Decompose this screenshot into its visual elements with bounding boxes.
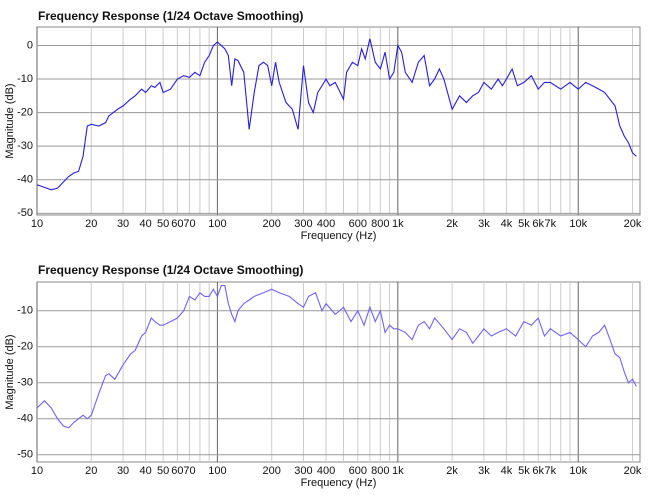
x-tick-label: 300 [294, 218, 312, 230]
response-line [36, 285, 637, 429]
x-tick-label: 800 [371, 218, 389, 230]
y-tick-label: -40 [17, 174, 33, 186]
y-tick-label: -50 [17, 449, 33, 461]
x-tick-label: 3k [478, 465, 490, 477]
x-tick-label: 1k [392, 218, 404, 230]
y-tick-label: -30 [17, 140, 33, 152]
x-tick-label: 70 [183, 218, 195, 230]
chart: Frequency Response (1/24 Octave Smoothin… [4, 9, 642, 242]
y-tick-label: 0 [27, 39, 33, 51]
y-tick-label: -10 [17, 305, 33, 317]
x-tick-label: 30 [117, 465, 129, 477]
chart: Frequency Response (1/24 Octave Smoothin… [4, 263, 642, 489]
x-tick-label: 4k [501, 218, 513, 230]
x-tick-label: 10k [569, 218, 587, 230]
x-tick-label: 6k [532, 218, 544, 230]
x-tick-label: 200 [263, 465, 281, 477]
plot-area [36, 26, 641, 216]
chart-title: Frequency Response (1/24 Octave Smoothin… [38, 263, 303, 277]
x-tick-label: 5k [518, 218, 530, 230]
x-tick-label: 10k [569, 465, 587, 477]
x-tick-label: 40 [139, 465, 151, 477]
x-tick-label: 100 [208, 465, 226, 477]
x-tick-label: 20k [624, 218, 642, 230]
x-tick-label: 10 [31, 465, 43, 477]
x-tick-label: 10 [31, 218, 43, 230]
x-tick-label: 600 [349, 465, 367, 477]
x-tick-label: 7k [544, 465, 556, 477]
x-tick-label: 300 [294, 465, 312, 477]
y-tick-label: -50 [17, 207, 33, 219]
x-tick-label: 200 [263, 218, 281, 230]
y-tick-label: -10 [17, 73, 33, 85]
x-tick-label: 3k [478, 218, 490, 230]
x-tick-label: 2k [446, 465, 458, 477]
chart-title: Frequency Response (1/24 Octave Smoothin… [38, 9, 303, 23]
x-tick-label: 100 [208, 218, 226, 230]
y-axis-label: Magnitude (dB) [4, 334, 16, 409]
x-tick-label: 400 [317, 465, 335, 477]
y-tick-label: -30 [17, 377, 33, 389]
x-tick-label: 7k [544, 218, 556, 230]
x-tick-label: 70 [183, 465, 195, 477]
x-tick-label: 60 [171, 465, 183, 477]
x-tick-label: 20k [624, 465, 642, 477]
x-tick-label: 40 [139, 218, 151, 230]
x-tick-label: 800 [371, 465, 389, 477]
x-tick-label: 50 [157, 465, 169, 477]
x-tick-label: 50 [157, 218, 169, 230]
x-tick-label: 600 [349, 218, 367, 230]
plot-area [36, 281, 641, 463]
x-tick-label: 30 [117, 218, 129, 230]
y-tick-label: -40 [17, 413, 33, 425]
y-tick-label: -20 [17, 341, 33, 353]
x-axis-label: Frequency (Hz) [301, 477, 377, 489]
y-tick-label: -20 [17, 107, 33, 119]
response-line [36, 38, 637, 191]
x-tick-label: 20 [85, 465, 97, 477]
x-tick-label: 5k [518, 465, 530, 477]
x-tick-label: 2k [446, 218, 458, 230]
x-tick-label: 6k [532, 465, 544, 477]
x-tick-label: 60 [171, 218, 183, 230]
x-tick-label: 4k [501, 465, 513, 477]
x-axis-label: Frequency (Hz) [301, 230, 377, 242]
x-tick-label: 400 [317, 218, 335, 230]
x-tick-label: 20 [85, 218, 97, 230]
x-tick-label: 1k [392, 465, 404, 477]
y-axis-label: Magnitude (dB) [4, 83, 16, 158]
